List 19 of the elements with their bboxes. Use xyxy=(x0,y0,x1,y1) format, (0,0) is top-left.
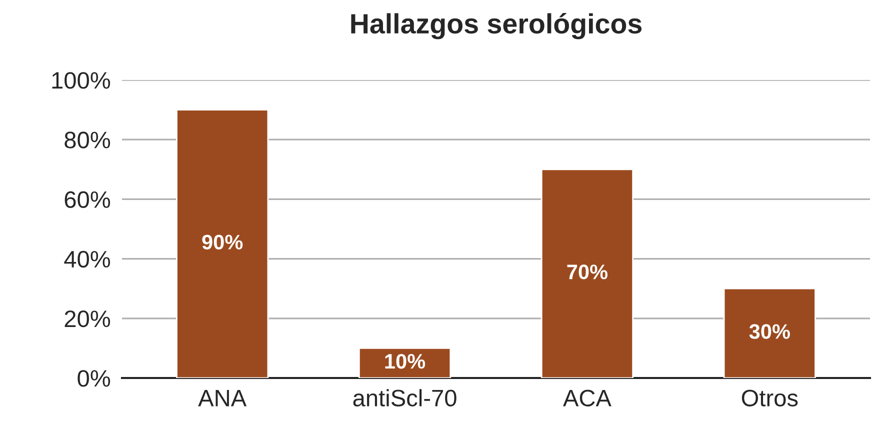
x-tick-label: Otros xyxy=(742,390,798,406)
x-tick-label: ACA xyxy=(562,390,612,406)
y-tick-label: 80% xyxy=(64,132,110,148)
bar xyxy=(358,348,452,378)
data-label: 90% xyxy=(202,234,243,250)
y-tick-label: 60% xyxy=(64,191,110,208)
data-label: 10% xyxy=(385,354,426,369)
y-tick-label: 0% xyxy=(78,370,110,387)
y-tick-label: 20% xyxy=(64,310,110,328)
chart-title: Hallazgos serológicos xyxy=(351,12,642,40)
data-label: 70% xyxy=(567,264,608,280)
bar xyxy=(723,288,816,378)
y-tick-label: 40% xyxy=(64,250,110,268)
bar xyxy=(176,109,269,378)
bar xyxy=(540,168,634,378)
x-tick-label: ANA xyxy=(198,390,247,406)
y-tick-label: 100% xyxy=(52,72,110,89)
x-tick-label: antiScl-70 xyxy=(353,389,456,406)
data-label: 30% xyxy=(749,324,790,339)
